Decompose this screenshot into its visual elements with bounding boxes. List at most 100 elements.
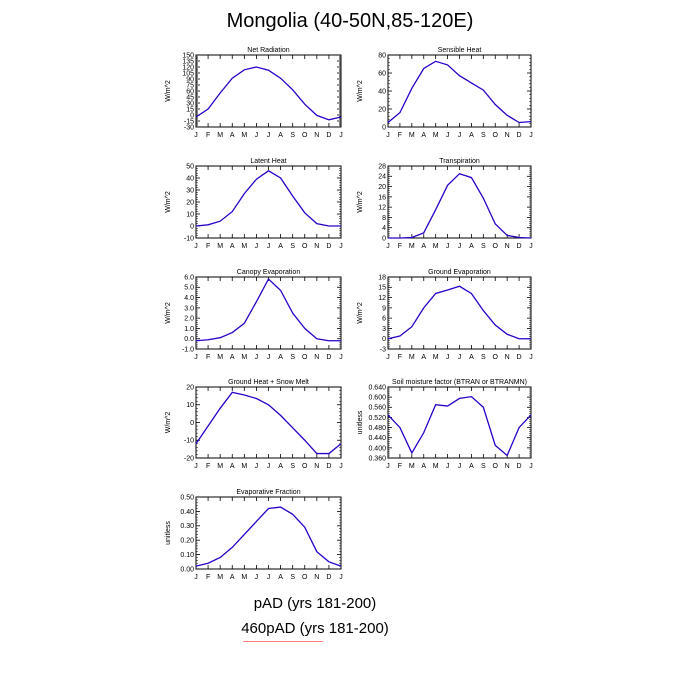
y-tick-label: 9 xyxy=(382,305,386,312)
y-tick-label: 30 xyxy=(186,100,194,107)
series-line xyxy=(195,170,341,227)
x-tick-label: F xyxy=(206,574,210,581)
x-tick-label: D xyxy=(326,463,331,470)
x-tick-label: F xyxy=(398,463,402,470)
panel-title: Ground Evaporation xyxy=(428,269,491,276)
x-tick-label: J xyxy=(194,243,198,250)
y-tick-label: 18 xyxy=(378,274,386,281)
y-tick-label: 0.50 xyxy=(180,494,194,501)
y-tick-label: -3 xyxy=(380,346,386,353)
panel-8: Soil moisture factor (BTRAN or BTRANMN) u… xyxy=(357,379,533,470)
y-tick-label: 150 xyxy=(182,52,194,59)
y-tick-label: 6 xyxy=(382,316,386,323)
x-tick-label: F xyxy=(206,463,210,470)
x-tick-label: J xyxy=(446,132,450,139)
x-tick-label: J xyxy=(339,354,343,361)
x-tick-label: A xyxy=(230,574,235,581)
y-axis-label: W/m^2 xyxy=(165,412,172,434)
panel-frame xyxy=(195,386,342,459)
x-tick-label: D xyxy=(517,354,522,361)
series-line xyxy=(195,506,342,567)
x-tick-label: A xyxy=(469,243,474,250)
x-tick-label: M xyxy=(409,354,415,361)
y-tick-label: 0.10 xyxy=(180,552,194,559)
x-tick-label: J xyxy=(339,132,343,139)
panel-title: Canopy Evaporation xyxy=(237,269,301,276)
x-tick-label: F xyxy=(206,354,210,361)
x-tick-label: M xyxy=(433,132,439,139)
x-tick-label: J xyxy=(339,243,343,250)
x-tick-label: F xyxy=(398,354,402,361)
y-tick-label: 105 xyxy=(182,70,194,77)
x-tick-label: J xyxy=(529,354,533,361)
panel-7: Ground Heat + Snow Melt W/m^2 -20 -10 0 10 20 J… xyxy=(165,379,343,470)
y-axis-label: W/m^2 xyxy=(357,80,364,102)
y-tick-label: 5.0 xyxy=(184,285,194,292)
x-tick-label: J xyxy=(339,463,343,470)
x-tick-label: J xyxy=(194,132,198,139)
y-tick-label: -10 xyxy=(184,235,194,242)
y-tick-label: 0 xyxy=(382,124,386,131)
y-axis-label: unitless xyxy=(357,410,364,434)
panel-title: Soil moisture factor (BTRAN or BTRANMN) xyxy=(392,379,527,386)
x-tick-label: J xyxy=(446,354,450,361)
x-tick-label: J xyxy=(458,463,462,470)
y-tick-label: 12 xyxy=(378,295,386,302)
x-tick-label: S xyxy=(481,132,486,139)
x-tick-label: M xyxy=(241,132,247,139)
y-tick-label: 12 xyxy=(378,205,386,212)
panel-title: Latent Heat xyxy=(250,158,286,165)
series-line xyxy=(388,172,532,239)
series-line xyxy=(195,278,341,342)
y-tick-label: 0.520 xyxy=(368,415,386,422)
x-tick-label: M xyxy=(409,243,415,250)
x-tick-label: J xyxy=(255,132,259,139)
x-tick-label: J xyxy=(458,132,462,139)
y-tick-label: 10 xyxy=(186,211,194,218)
x-tick-label: J xyxy=(529,243,533,250)
y-tick-label: 80 xyxy=(378,52,386,59)
y-tick-label: 90 xyxy=(186,76,194,83)
x-tick-label: N xyxy=(505,243,510,250)
panel-frame xyxy=(387,276,532,350)
y-tick-label: 28 xyxy=(378,163,386,170)
x-tick-label: D xyxy=(326,243,331,250)
y-tick-label: 8 xyxy=(382,215,386,222)
x-tick-label: M xyxy=(217,132,223,139)
x-tick-label: S xyxy=(290,132,295,139)
y-tick-label: 40 xyxy=(186,175,194,182)
y-tick-label: 1.0 xyxy=(184,326,194,333)
y-tick-label: 3.0 xyxy=(184,305,194,312)
page-title: Mongolia (40-50N,85-120E) xyxy=(226,10,474,32)
panel-title: Net Radiation xyxy=(247,47,290,54)
panel-9: Evaporative Fraction unitless 0.00 0.10 0.20… xyxy=(165,489,343,581)
y-tick-label: 45 xyxy=(186,94,194,101)
x-tick-label: J xyxy=(194,354,198,361)
y-tick-label: 50 xyxy=(186,163,194,170)
x-tick-label: M xyxy=(433,463,439,470)
x-tick-label: D xyxy=(326,574,331,581)
x-tick-label: A xyxy=(421,463,426,470)
x-tick-label: J xyxy=(255,243,259,250)
y-tick-label: 40 xyxy=(378,88,386,95)
y-axis-label: W/m^2 xyxy=(165,302,172,324)
y-tick-label: 60 xyxy=(378,70,386,77)
y-tick-label: 0.400 xyxy=(368,445,386,452)
x-tick-label: J xyxy=(386,132,390,139)
y-tick-label: 15 xyxy=(186,106,194,113)
x-tick-label: J xyxy=(446,243,450,250)
x-tick-label: J xyxy=(194,574,198,581)
x-tick-label: J xyxy=(339,574,343,581)
x-tick-label: J xyxy=(255,354,259,361)
panel-5: Canopy Evaporation W/m^2 -1.0 0.0 1.0 2.0 3.0 4… xyxy=(165,269,343,361)
legend-entry-1: pAD (yrs 181-200) xyxy=(253,595,377,612)
x-tick-label: N xyxy=(505,354,510,361)
y-tick-label: -1.0 xyxy=(182,346,194,353)
series-line xyxy=(195,66,342,121)
x-tick-label: M xyxy=(433,354,439,361)
panel-frame xyxy=(195,165,342,239)
y-tick-label: 60 xyxy=(186,88,194,95)
panel-1: Net Radiation W/m^2 -30-150153045607590105… xyxy=(165,47,343,139)
